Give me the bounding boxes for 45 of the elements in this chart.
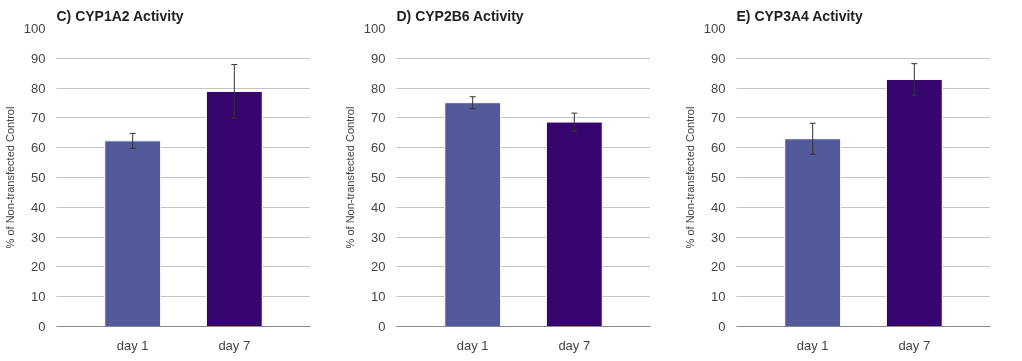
y-tick-label: 100 — [363, 21, 386, 36]
y-tick-label: 0 — [378, 319, 386, 334]
chart-title: D) CYP2B6 Activity — [396, 7, 524, 24]
y-tick-label: 70 — [711, 110, 726, 126]
x-tick-label: day 7 — [898, 337, 931, 353]
y-tick-label: 20 — [31, 259, 46, 275]
y-tick-label: 90 — [711, 50, 726, 66]
y-tick-label: 90 — [31, 50, 46, 66]
y-tick-label: 10 — [31, 289, 46, 305]
y-tick-label: 100 — [23, 21, 46, 36]
chart-title: E) CYP3A4 Activity — [736, 7, 864, 24]
x-tick-label: day 7 — [218, 337, 251, 353]
chart-title: C) CYP1A2 Activity — [56, 7, 184, 24]
y-tick-label: 20 — [371, 259, 386, 275]
y-tick-label: 70 — [31, 110, 46, 126]
y-axis-title: % of Non-transfected Control — [343, 106, 356, 249]
y-tick-label: 50 — [31, 170, 46, 185]
y-tick-label: 60 — [371, 140, 386, 156]
y-tick-label: 10 — [371, 289, 386, 305]
y-tick-label: 80 — [711, 80, 726, 96]
y-tick-label: 30 — [31, 229, 46, 245]
y-tick-label: 40 — [31, 199, 46, 215]
y-tick-label: 30 — [711, 229, 726, 245]
y-tick-label: 70 — [371, 110, 386, 126]
y-tick-label: 100 — [703, 21, 726, 36]
y-tick-label: 0 — [718, 319, 726, 334]
y-tick-label: 0 — [38, 319, 46, 334]
x-tick-label: day 1 — [116, 337, 149, 353]
y-tick-label: 50 — [371, 170, 386, 185]
y-tick-label: 10 — [711, 289, 726, 305]
y-tick-label: 40 — [711, 199, 726, 215]
y-axis-title: % of Non-transfected Control — [683, 106, 696, 249]
x-tick-label: day 1 — [456, 337, 489, 353]
y-tick-label: 50 — [711, 170, 726, 185]
y-tick-label: 90 — [371, 50, 386, 66]
x-tick-label: day 1 — [796, 337, 829, 353]
y-tick-label: 80 — [371, 80, 386, 96]
y-tick-label: 20 — [711, 259, 726, 275]
y-tick-label: 30 — [371, 229, 386, 245]
x-tick-label: day 7 — [558, 337, 591, 353]
y-axis-title: % of Non-transfected Control — [3, 106, 16, 249]
y-tick-label: 40 — [371, 199, 386, 215]
y-tick-label: 80 — [31, 80, 46, 96]
y-tick-label: 60 — [711, 140, 726, 156]
y-tick-label: 60 — [31, 140, 46, 156]
